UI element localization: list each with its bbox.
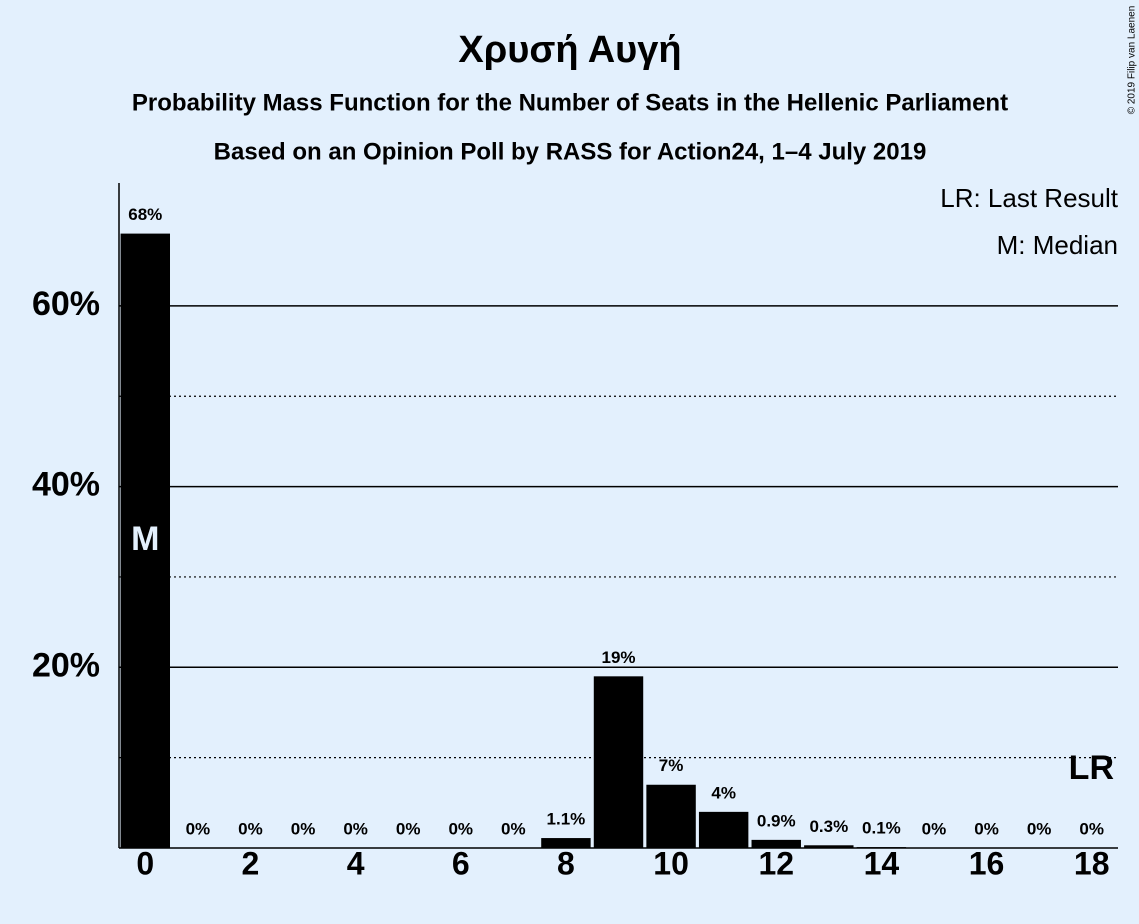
value-label: 0.9%: [757, 811, 796, 830]
value-label: 0%: [448, 819, 473, 838]
x-tick-label: 6: [452, 845, 470, 881]
x-tick-label: 16: [969, 845, 1005, 881]
legend-entry: M: Median: [997, 230, 1118, 260]
value-label: 0%: [186, 819, 211, 838]
value-label: 0%: [1079, 819, 1104, 838]
x-tick-label: 4: [347, 845, 365, 881]
value-label: 68%: [128, 205, 162, 224]
annotation: M: [131, 520, 159, 558]
x-tick-label: 10: [653, 845, 689, 881]
y-tick-label: 20%: [32, 646, 100, 684]
value-label: 0%: [291, 819, 316, 838]
chart-subtitle: Based on an Opinion Poll by RASS for Act…: [214, 138, 927, 165]
x-tick-label: 14: [864, 845, 900, 881]
bar: [541, 838, 591, 848]
value-label: 0.3%: [809, 817, 848, 836]
annotation: LR: [1069, 749, 1114, 787]
value-label: 0%: [974, 819, 999, 838]
bar: [120, 233, 171, 848]
value-label: 0.1%: [862, 819, 901, 838]
value-label: 0%: [922, 819, 947, 838]
x-tick-label: 0: [136, 845, 154, 881]
credit: © 2019 Filip van Laenen: [1127, 6, 1138, 115]
x-tick-label: 12: [758, 845, 794, 881]
value-label: 7%: [659, 756, 684, 775]
bar: [804, 845, 854, 848]
value-label: 0%: [238, 819, 263, 838]
value-label: 0%: [501, 819, 526, 838]
chart-title: Χρυσή Αυγή: [458, 29, 681, 71]
bar: [646, 784, 696, 848]
value-label: 1.1%: [547, 810, 586, 829]
bar: [593, 676, 644, 848]
x-tick-label: 18: [1074, 845, 1110, 881]
y-tick-label: 60%: [32, 285, 100, 323]
bar: [751, 839, 801, 848]
value-label: 19%: [601, 648, 635, 667]
value-label: 0%: [343, 819, 368, 838]
bar: [698, 811, 749, 848]
legend-entry: LR: Last Result: [940, 183, 1119, 213]
value-label: 0%: [1027, 819, 1052, 838]
x-tick-label: 8: [557, 845, 575, 881]
value-label: 4%: [711, 783, 736, 802]
x-tick-label: 2: [242, 845, 260, 881]
value-label: 0%: [396, 819, 421, 838]
y-tick-label: 40%: [32, 466, 100, 504]
chart-subtitle: Probability Mass Function for the Number…: [132, 89, 1008, 116]
